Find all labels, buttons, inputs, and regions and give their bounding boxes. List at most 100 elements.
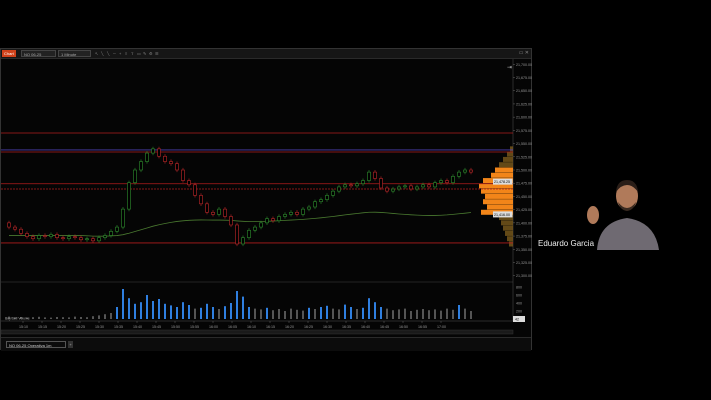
- candle-body: [151, 148, 155, 154]
- volume-bar: [470, 311, 472, 319]
- volume-bar: [254, 308, 256, 319]
- volume-bar: [14, 317, 16, 319]
- candle-body: [283, 214, 287, 217]
- volume-profile-bar: [499, 215, 513, 221]
- candle-body: [301, 208, 305, 215]
- price-tick-label: 21,525.00: [516, 155, 532, 159]
- time-tick-label: 17:00: [437, 325, 446, 329]
- time-tick-label: 16:45: [380, 325, 389, 329]
- candle-body: [187, 180, 191, 186]
- candle-body: [331, 190, 335, 196]
- participant-video: [587, 170, 667, 250]
- volume-bar: [386, 308, 388, 319]
- volume-bar: [242, 296, 244, 319]
- volume-bar: [266, 307, 268, 319]
- horizontal-scrollbar[interactable]: [1, 329, 514, 335]
- volume-bar: [338, 309, 340, 319]
- chart-tab[interactable]: Chart: [2, 50, 16, 57]
- volume-profile-bar: [487, 204, 513, 210]
- volume-profile-bar: [503, 225, 513, 231]
- candle-body: [223, 208, 227, 217]
- volume-bar: [260, 309, 262, 319]
- candle-body: [61, 237, 65, 240]
- candle-body: [91, 238, 95, 242]
- volume-profile-bar: [503, 156, 513, 162]
- candle-body: [67, 236, 71, 240]
- price-tick-label: 21,425.00: [516, 208, 532, 212]
- price-tick-label: 21,475.00: [516, 182, 532, 186]
- candle-body: [295, 211, 299, 215]
- line-tool-icon[interactable]: ╲: [101, 51, 104, 56]
- candle-body: [373, 171, 377, 179]
- symbol-select[interactable]: NQ 06-25: [21, 50, 56, 57]
- cursor-tool-icon[interactable]: ↖: [95, 51, 99, 56]
- time-tick-label: 16:15: [266, 325, 275, 329]
- candle-body: [19, 228, 23, 234]
- pencil-tool-icon[interactable]: ✎: [143, 51, 147, 56]
- volume-profile-bar: [479, 183, 513, 189]
- webcam-feed: Eduardo Garcia: [533, 0, 711, 400]
- time-tick-label: 16:00: [209, 325, 218, 329]
- candle-body: [343, 184, 347, 188]
- volume-profile-bar: [495, 167, 513, 173]
- volume-profile-bar: [483, 199, 513, 205]
- volume-bar: [416, 309, 418, 319]
- time-tick-label: 16:30: [323, 325, 332, 329]
- volume-bar: [278, 309, 280, 319]
- volume-profile-bar: [507, 236, 513, 242]
- ray-tool-icon[interactable]: ╲: [107, 51, 110, 56]
- candle-body: [259, 222, 263, 228]
- candle-body: [391, 188, 395, 192]
- candle-body: [319, 199, 323, 203]
- price-tick-label: 21,700.00: [516, 63, 532, 67]
- candle-body: [13, 226, 17, 230]
- candle-body: [181, 169, 185, 181]
- volume-bar: [464, 308, 466, 319]
- volume-bar: [128, 298, 130, 319]
- volume-bar: [296, 309, 298, 319]
- volume-bar: [188, 305, 190, 319]
- candle-body: [127, 182, 131, 210]
- volume-bar: [344, 304, 346, 319]
- volume-profile-bar: [501, 220, 513, 226]
- candle-body: [85, 238, 89, 241]
- volume-bar: [176, 307, 178, 319]
- candle-body: [79, 237, 83, 241]
- volume-tick-label: 600: [516, 294, 522, 298]
- volume-bar: [80, 317, 82, 319]
- candle-body: [361, 180, 365, 185]
- volume-bar: [74, 316, 76, 319]
- add-tab-button[interactable]: +: [68, 341, 73, 348]
- time-tick-label: 15:10: [19, 325, 28, 329]
- timeframe-select[interactable]: 1 Minute: [58, 50, 91, 57]
- candle-body: [211, 211, 215, 215]
- fib-tool-icon[interactable]: ≡: [125, 51, 128, 56]
- time-tick-label: 15:20: [57, 325, 66, 329]
- volume-bar: [104, 314, 106, 319]
- participant-name: Eduardo Garcia: [538, 239, 595, 248]
- volume-bar: [422, 309, 424, 319]
- volume-bar: [434, 309, 436, 319]
- window-controls[interactable]: ▭ ✕: [518, 50, 529, 56]
- price-tick-label: 21,600.00: [516, 116, 532, 120]
- candle-body: [43, 235, 47, 237]
- chart-plot[interactable]: 21,700.00 21,675.00 21,650.00 21,625.00 21,6…: [1, 49, 533, 337]
- crosshair-tool-icon[interactable]: +: [119, 51, 122, 56]
- volume-bar: [8, 316, 10, 319]
- volume-bar: [32, 317, 34, 319]
- workspace-tab[interactable]: NQ 06-25 Operativa 1m: [6, 341, 66, 348]
- volume-bar: [326, 305, 328, 319]
- text-tool-icon[interactable]: T: [131, 51, 134, 56]
- candle-body: [277, 216, 281, 222]
- candle-body: [313, 201, 317, 208]
- candle-body: [379, 178, 383, 189]
- volume-profile-bar: [491, 172, 513, 178]
- candle-body: [169, 161, 173, 164]
- list-tool-icon[interactable]: ☰: [155, 51, 159, 56]
- volume-bar: [116, 307, 118, 319]
- time-tick-label: 15:45: [152, 325, 161, 329]
- volume-bar: [152, 301, 154, 319]
- hline-tool-icon[interactable]: ─: [113, 51, 116, 56]
- settings-tool-icon[interactable]: ⚙: [149, 51, 153, 56]
- rect-tool-icon[interactable]: ▭: [137, 51, 141, 56]
